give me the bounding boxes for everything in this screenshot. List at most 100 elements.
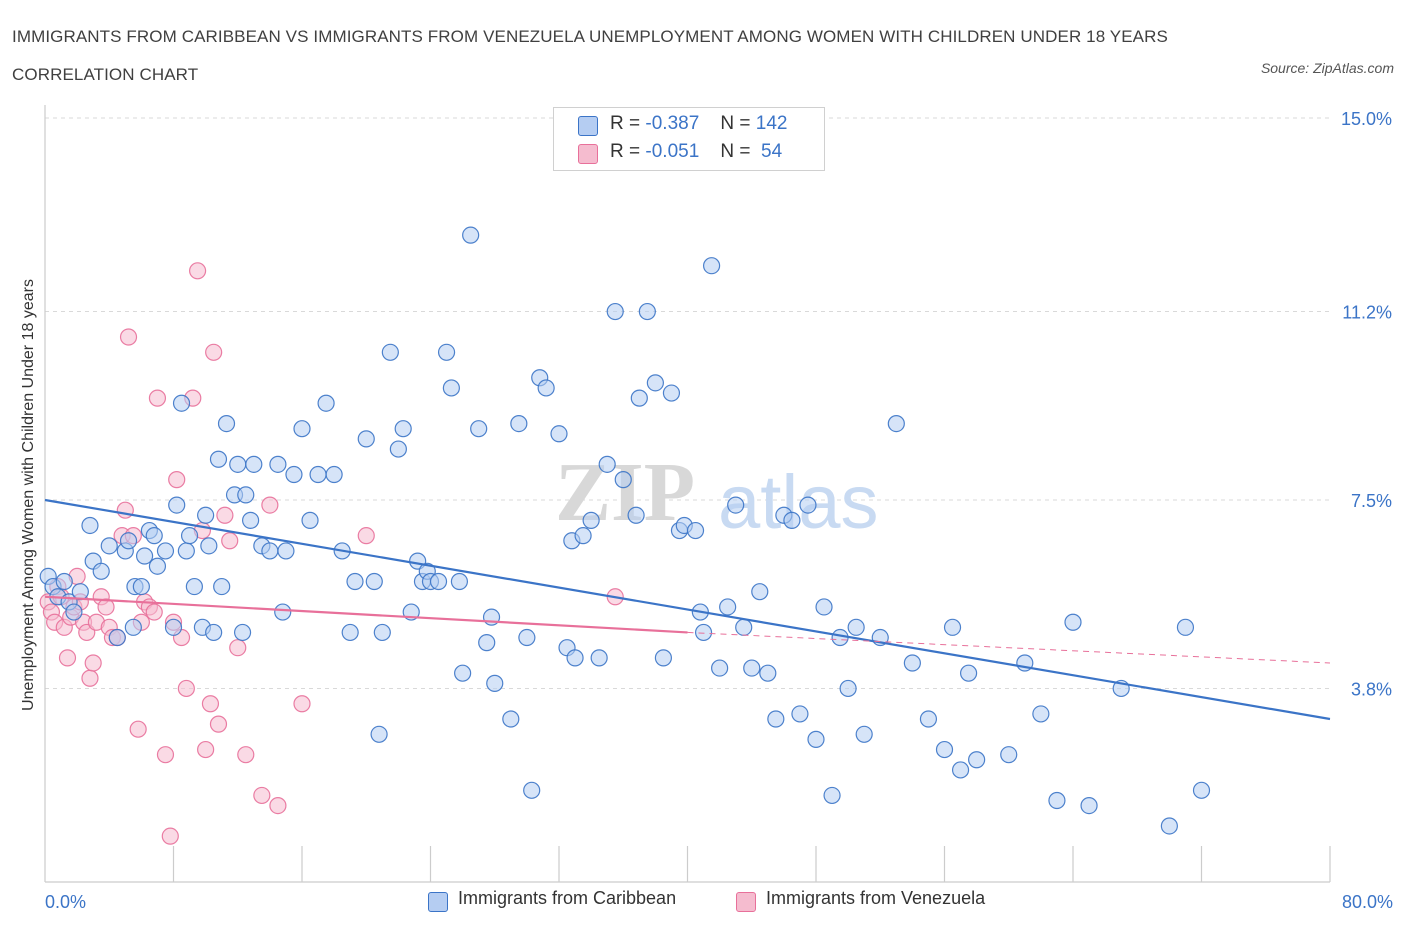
caribbean-point — [711, 659, 729, 677]
caribbean-point — [470, 420, 488, 438]
legend-label-venezuela: Immigrants from Venezuela — [766, 888, 986, 908]
caribbean-point — [394, 420, 412, 438]
caribbean-point — [478, 634, 496, 652]
caribbean-point — [442, 379, 460, 397]
venezuela-point — [116, 501, 134, 519]
caribbean-point — [168, 496, 186, 514]
caribbean-point — [694, 623, 713, 642]
caribbean-point — [686, 521, 705, 540]
caribbean-point — [903, 654, 921, 672]
stats-row-venezuela: R = -0.051 N = 54 — [610, 141, 782, 163]
caribbean-point — [1000, 746, 1018, 764]
caribbean-point — [277, 542, 295, 560]
caribbean-point — [839, 679, 857, 698]
venezuela-point — [177, 679, 195, 698]
caribbean-point — [791, 705, 809, 723]
caribbean-point — [486, 674, 504, 692]
caribbean-point — [855, 725, 873, 743]
watermark-atlas: atlas — [718, 460, 879, 545]
stats-swatch-venezuela — [578, 144, 598, 164]
watermark: ZIP atlas — [555, 446, 879, 545]
caribbean-point — [566, 649, 584, 667]
source-label: Source: ZipAtlas.com — [1260, 60, 1394, 76]
caribbean-point — [245, 455, 263, 473]
caribbean-point — [71, 583, 89, 601]
caribbean-point — [197, 506, 215, 524]
caribbean-point — [638, 302, 656, 321]
caribbean-point — [627, 506, 645, 524]
venezuela-point — [58, 649, 77, 667]
caribbean-point — [285, 465, 303, 484]
y-tick-label: 7.5% — [1351, 491, 1392, 511]
caribbean-point — [135, 547, 154, 565]
caribbean-point — [185, 577, 203, 596]
caribbean-point — [598, 455, 616, 473]
caribbean-point — [172, 394, 191, 412]
caribbean-point — [462, 226, 480, 244]
trend-line-venezuela-extension — [687, 631, 1331, 664]
caribbean-point — [389, 440, 407, 458]
caribbean-point — [92, 562, 110, 580]
caribbean-point — [381, 343, 399, 361]
caribbean-point — [582, 511, 600, 529]
caribbean-point — [823, 786, 841, 805]
caribbean-point — [437, 343, 456, 361]
trend-line-caribbean — [44, 498, 1331, 721]
caribbean-point — [180, 527, 199, 545]
venezuela-point — [197, 740, 215, 759]
x-tick-label: 0.0% — [45, 892, 86, 912]
caribbean-point — [145, 527, 163, 545]
stats-row-caribbean: R = -0.387 N = 142 — [610, 113, 787, 135]
caribbean-point — [454, 664, 472, 682]
venezuela-point — [81, 669, 99, 687]
caribbean-point — [1080, 796, 1098, 815]
watermark-zip: ZIP — [555, 446, 695, 539]
caribbean-point — [100, 537, 118, 555]
legend-swatch-venezuela — [736, 892, 756, 912]
caribbean-point — [274, 603, 292, 621]
grid-lines — [45, 117, 1330, 689]
caribbean-point — [630, 389, 648, 407]
y-tick-label: 15.0% — [1341, 109, 1392, 129]
caribbean-point — [1192, 781, 1211, 799]
trend-lines — [44, 498, 1331, 721]
caribbean-point — [200, 537, 218, 555]
venezuela-point — [161, 827, 179, 845]
stats-legend: R = -0.387 N = 142 R = -0.051 N = 54 — [553, 107, 825, 171]
caribbean-point — [662, 384, 681, 402]
caribbean-point — [242, 511, 260, 529]
caribbean-point — [217, 415, 236, 433]
caribbean-point — [502, 710, 520, 728]
caribbean-point — [301, 511, 319, 529]
caribbean-point — [261, 542, 279, 560]
caribbean-point — [951, 761, 970, 779]
caribbean-point — [55, 572, 73, 591]
axes — [44, 105, 1331, 883]
caribbean-point — [269, 455, 287, 473]
venezuela-point — [188, 262, 207, 280]
r-label: R = — [610, 141, 641, 162]
caribbean-point — [341, 623, 359, 642]
n-value: 142 — [755, 113, 788, 134]
venezuela-point — [216, 506, 234, 524]
caribbean-point — [735, 618, 753, 636]
caribbean-point — [523, 781, 541, 799]
n-label: N = — [720, 141, 751, 162]
caribbean-point — [935, 740, 954, 759]
caribbean-point — [148, 557, 167, 575]
tick-labels: 3.8% 7.5% 11.2% 15.0% 0.0% 80.0% — [45, 109, 1393, 912]
caribbean-point — [574, 527, 592, 545]
n-value: 54 — [755, 141, 783, 162]
venezuela-point — [221, 532, 239, 550]
caribbean-point — [887, 415, 905, 433]
caribbean-point — [365, 572, 383, 591]
caribbean-point — [357, 430, 375, 448]
caribbean-point — [959, 664, 978, 682]
r-value: -0.051 — [645, 141, 700, 162]
caribbean-point — [346, 572, 364, 591]
caribbean-point — [450, 572, 469, 591]
caribbean-point — [1048, 791, 1066, 810]
caribbean-point — [132, 577, 150, 596]
y-tick-label: 3.8% — [1351, 679, 1392, 699]
venezuela-point — [119, 328, 138, 346]
